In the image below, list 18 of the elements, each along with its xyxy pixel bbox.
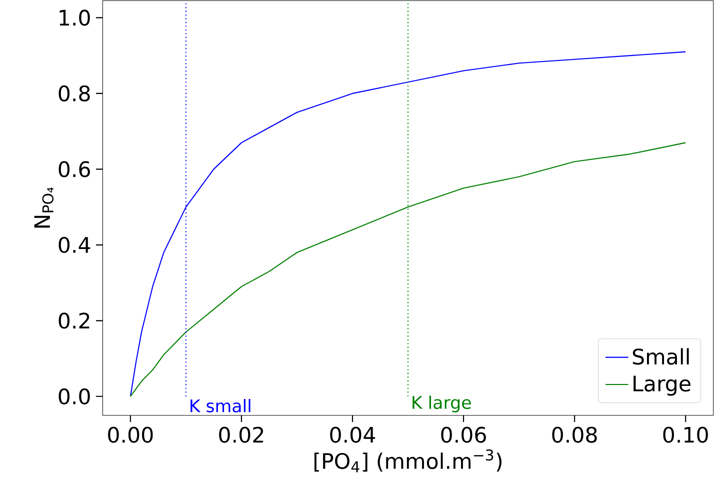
- y-tick-label: 1.0: [60, 10, 90, 26]
- y-axis-title: N$_{PO₄}$: [34, 187, 54, 228]
- x-tick-label: 0.04: [330, 426, 376, 443]
- x-tick-label: 0.10: [663, 426, 708, 443]
- legend-label: Small: [632, 348, 689, 365]
- ref-line-label: K small: [190, 398, 250, 412]
- y-tick-label: 0.6: [58, 161, 90, 178]
- x-axis-title: [PO$_{4}$] (mmol.m$^{−3}$): [314, 449, 502, 472]
- y-tick-label: 0.4: [58, 236, 90, 253]
- ref-line-label: K large: [412, 396, 471, 412]
- x-tick-label: 0.06: [441, 426, 486, 443]
- x-tick-label: 0.02: [219, 426, 264, 443]
- y-tick-label: 0.8: [58, 85, 90, 102]
- x-tick-label: 0.08: [552, 426, 597, 443]
- y-tick-label: 0.0: [58, 388, 90, 404]
- x-tick-label: 0.00: [108, 426, 153, 443]
- legend-label: Large: [634, 376, 690, 396]
- y-tick-label: 0.2: [58, 312, 90, 329]
